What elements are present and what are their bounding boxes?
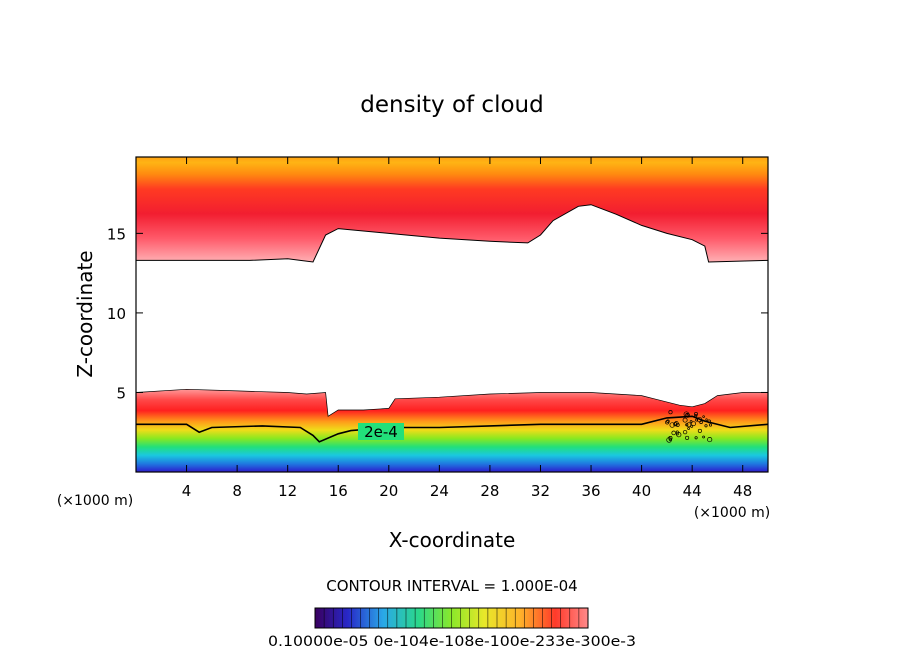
contour-speckle	[685, 435, 690, 440]
contour-speckle	[708, 423, 713, 427]
chart-title: density of cloud	[360, 92, 543, 118]
upper-cloud-layer	[136, 157, 768, 262]
contour-interval-text: CONTOUR INTERVAL = 1.000E-04	[326, 577, 577, 595]
contour-speckle	[707, 437, 713, 443]
x-tick-label: 24	[430, 482, 449, 500]
contour-speckle	[673, 422, 678, 427]
contour-speckle	[683, 411, 690, 417]
x-axis-ticks: 4 8 12 16 20 24 28 32 36 40 44 48	[182, 157, 752, 500]
x-tick-label: 40	[632, 482, 651, 500]
contour-speckle	[669, 422, 675, 428]
x-tick-label: 36	[581, 482, 600, 500]
contour-speckle	[671, 430, 676, 436]
x-tick-label: 48	[733, 482, 752, 500]
contour-speckle	[674, 421, 679, 426]
x-tick-label: 28	[480, 482, 499, 500]
contour-speckle	[704, 424, 708, 428]
contour-speckle	[707, 419, 711, 424]
contour-speckle	[697, 428, 702, 433]
x-tick-label: 4	[182, 482, 192, 500]
plot-area	[136, 157, 768, 472]
contour-speckle	[675, 422, 680, 427]
contour-speckle	[689, 420, 693, 423]
contour-speckle	[705, 418, 708, 421]
colorbar-labels: 0.10000e-05 0e-104e-108e-100e-233e-300e-…	[268, 634, 636, 650]
lower-cloud-boundary-contour	[136, 388, 768, 417]
y-tick-label: 5	[116, 384, 126, 402]
contour-speckle	[682, 417, 688, 423]
x-tick-label: 12	[278, 482, 297, 500]
contour-speckle	[694, 436, 698, 440]
y-tick-label: 10	[107, 305, 126, 323]
x-tick-label: 16	[329, 482, 348, 500]
x-axis-label: X-coordinate	[389, 528, 516, 552]
upper-cloud-boundary-contour	[136, 204, 768, 263]
contour-speckle	[676, 432, 682, 438]
x-unit-label-right: (×1000 m)	[694, 505, 770, 521]
contour-speckle	[691, 421, 696, 427]
contour-speckle	[665, 420, 670, 425]
y-axis-ticks: 5 10 15	[107, 225, 768, 402]
contour-speckle	[687, 427, 690, 430]
y-axis-label: Z-coordinate	[73, 250, 97, 377]
contour-speckle	[682, 429, 688, 435]
contour-speckle	[685, 423, 689, 427]
x-tick-label: 8	[232, 482, 242, 500]
contour-speckle	[702, 435, 705, 439]
contour-label: 2e-4	[364, 423, 398, 441]
contour-speckle	[668, 437, 672, 442]
contour-speckles	[665, 410, 713, 443]
x-unit-label-left: (×1000 m)	[57, 493, 133, 509]
plot-frame	[135, 156, 769, 473]
contour-speckle	[686, 422, 692, 428]
y-tick-label: 15	[107, 225, 126, 243]
x-tick-label: 20	[379, 482, 398, 500]
contour-speckle	[694, 414, 698, 418]
contour-speckle	[695, 418, 699, 422]
contour-speckle	[668, 436, 673, 441]
contour-speckle	[702, 415, 705, 418]
contour-speckle	[694, 411, 698, 416]
x-tick-label: 44	[683, 482, 702, 500]
contour-label-background	[358, 423, 404, 440]
colorbar-divisions	[323, 608, 580, 628]
contour-speckle	[685, 412, 691, 418]
x-tick-label: 32	[531, 482, 550, 500]
contour-speckle	[668, 410, 673, 415]
contour-speckle	[666, 419, 670, 424]
contour-speckle	[696, 416, 703, 423]
lower-cloud-layer	[136, 389, 768, 472]
